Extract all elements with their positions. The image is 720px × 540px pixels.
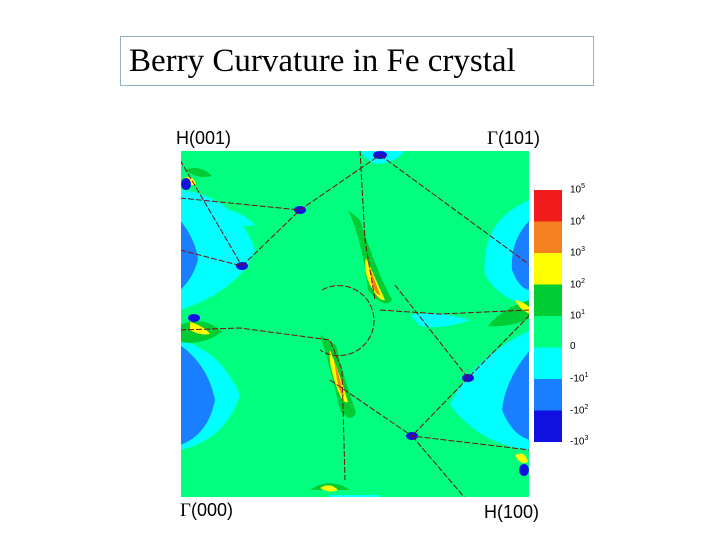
orange-hotspot-center-lower (334, 360, 344, 397)
blue-region-left-lower (180, 345, 215, 445)
fermi-line (180, 327, 346, 481)
colorbar-swatch (534, 221, 562, 253)
yellow-hotspot-bottom-right (515, 453, 528, 464)
fermi-line (379, 154, 530, 266)
title-box: Berry Curvature in Fe crystal (120, 36, 594, 86)
orange-hotspot-center-upper (370, 268, 380, 296)
yellow-hotspot-left (190, 322, 210, 335)
colorbar-label-exponent: 4 (581, 214, 586, 222)
colorbar-label: 102 (570, 278, 585, 290)
dark-blue-spot (519, 464, 529, 476)
colorbar-label-exponent: 3 (584, 435, 589, 442)
colorbar-label: 0 (570, 341, 576, 352)
colorbar (534, 190, 562, 442)
colorbar-label: -102 (570, 404, 588, 416)
fermi-line (411, 314, 530, 437)
colorbar-label: 103 (570, 246, 585, 258)
dark-green-streak-center-upper (348, 210, 392, 304)
colorbar-label: -103 (570, 435, 588, 447)
colorbar-label-base: -10 (570, 436, 585, 448)
colorbar-label: -101 (570, 372, 588, 384)
corner-label-top-right: Γ(101) (487, 128, 540, 150)
colorbar-label-base: 0 (570, 340, 576, 352)
corner-symbol: Γ (180, 500, 191, 521)
colorbar-label-base: 10 (570, 310, 582, 322)
fermi-line (359, 150, 376, 301)
cyan-region-top-left (210, 209, 255, 226)
yellow-hotspot-bottom (320, 485, 338, 492)
colorbar-label: 101 (570, 309, 585, 321)
colorbar-label-exponent: 3 (581, 246, 586, 253)
corner-text: (101) (497, 128, 541, 148)
blue-region-right-lower (502, 350, 530, 440)
colorbar-swatch (534, 379, 562, 411)
colorbar-label: 104 (570, 215, 585, 227)
colorbar-label-base: 10 (570, 215, 582, 227)
map-background (180, 150, 530, 498)
colorbar-swatch (534, 190, 562, 222)
colorbar-label-base: -10 (570, 404, 585, 416)
fermi-circle (319, 285, 375, 357)
colorbar-label-exponent: 1 (584, 372, 589, 379)
page-title: Berry Curvature in Fe crystal (129, 43, 516, 79)
colorbar-label: 105 (570, 183, 585, 195)
berry-curvature-map (180, 150, 530, 498)
colorbar-label-base: 10 (570, 278, 582, 290)
colorbar-swatch (534, 284, 562, 316)
colorbar-swatch (534, 410, 562, 442)
fermi-line (394, 284, 469, 379)
fermi-line (180, 159, 243, 267)
corner-symbol: Γ (487, 128, 498, 149)
dark-blue-spot (181, 178, 191, 190)
corner-label-bottom-left: Γ(000) (180, 500, 233, 522)
colorbar-swatch (534, 253, 562, 285)
corner-label-bottom-right: H(100) (484, 502, 539, 524)
colorbar-swatch (534, 316, 562, 348)
dark-green-streak-top-left (185, 168, 212, 178)
fermi-line (411, 435, 466, 498)
blue-region-left-upper (180, 220, 198, 290)
corner-text: (000) (190, 500, 234, 520)
colorbar-label-exponent: 5 (581, 183, 586, 190)
blue-region-right-upper (511, 220, 530, 290)
colorbar-label-base: 10 (570, 184, 582, 196)
colorbar-swatch (534, 347, 562, 379)
colorbar-label-exponent: 1 (581, 309, 586, 316)
colorbar-label-base: -10 (570, 373, 585, 385)
fermi-line (379, 309, 530, 315)
fermi-lines (180, 150, 530, 498)
corner-text: H(001) (176, 128, 232, 148)
colorbar-label-base: 10 (570, 247, 582, 259)
map-border (180, 150, 530, 498)
corner-label-top-left: H(001) (176, 128, 231, 150)
colorbar-label-exponent: 2 (584, 403, 589, 411)
colorbar-label-exponent: 2 (581, 277, 586, 285)
dark-blue-spot (188, 314, 200, 322)
corner-text: H(100) (484, 502, 540, 522)
